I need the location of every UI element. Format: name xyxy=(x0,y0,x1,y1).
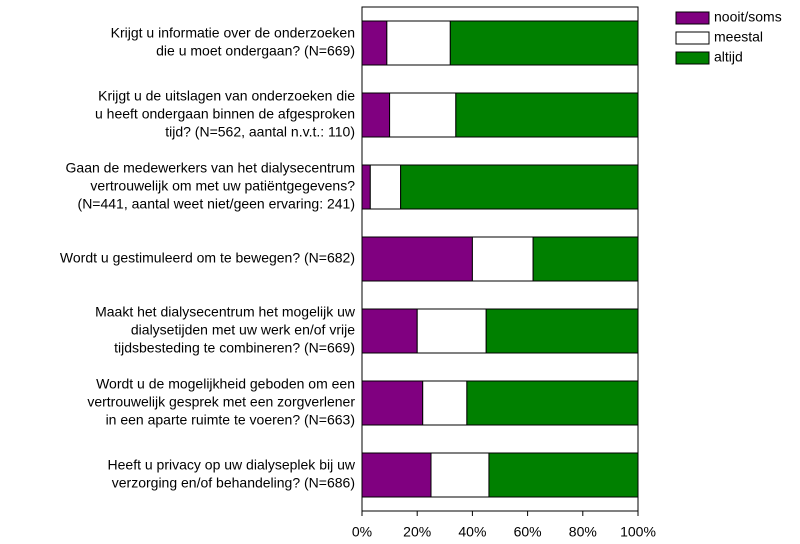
legend-swatch xyxy=(675,51,710,65)
category-label: in een aparte ruimte te voeren? (N=663) xyxy=(106,412,355,428)
plot-frame xyxy=(361,6,639,512)
bar-segment xyxy=(449,20,639,66)
bar-segment xyxy=(466,380,639,426)
category-label: Wordt u de mogelijkheid geboden om een xyxy=(96,376,355,392)
category-label: verzorging en/of behandeling? (N=686) xyxy=(112,475,355,491)
bar-segment xyxy=(361,452,432,498)
bar-segment xyxy=(416,308,487,354)
x-tick-label: 100% xyxy=(620,524,656,540)
bar-segment xyxy=(455,92,639,138)
legend-swatch xyxy=(675,31,710,45)
bar-segment xyxy=(369,164,402,210)
x-tick-label: 80% xyxy=(569,524,597,540)
bar-segment xyxy=(422,380,468,426)
legend-label: meestal xyxy=(714,29,763,45)
category-label: dialysetijden met uw werk en/of vrije xyxy=(131,322,355,338)
category-label: (N=441, aantal weet niet/geen ervaring: … xyxy=(78,196,355,212)
bar-segment xyxy=(532,236,639,282)
bar-segment xyxy=(471,236,534,282)
x-tick-label: 0% xyxy=(352,524,372,540)
bar-segment xyxy=(386,20,451,66)
legend-label: altijd xyxy=(714,49,743,65)
category-label: Krijgt u de uitslagen van onderzoeken di… xyxy=(98,88,355,104)
category-label: tijd? (N=562, aantal n.v.t.: 110) xyxy=(165,124,355,140)
legend-label: nooit/soms xyxy=(714,9,782,25)
bar-segment xyxy=(361,236,473,282)
bar-segment xyxy=(488,452,639,498)
bar-segment xyxy=(361,308,418,354)
x-tick-label: 40% xyxy=(458,524,486,540)
category-label: tijdsbesteding te combineren? (N=669) xyxy=(114,340,355,356)
category-label: vertrouwelijk gesprek met een zorgverlen… xyxy=(87,394,355,410)
bar-segment xyxy=(430,452,490,498)
bar-segment xyxy=(361,20,388,66)
category-label: vertrouwelijk om met uw patiëntgegevens? xyxy=(90,178,355,194)
x-tick-label: 60% xyxy=(514,524,542,540)
category-label: die u moet ondergaan? (N=669) xyxy=(156,43,355,59)
category-label: Heeft u privacy op uw dialyseplek bij uw xyxy=(108,457,356,473)
bar-segment xyxy=(485,308,639,354)
legend-swatch xyxy=(675,11,710,25)
bar-segment xyxy=(361,92,391,138)
bar-segment xyxy=(389,92,457,138)
bar-segment xyxy=(361,380,424,426)
bar-segment xyxy=(361,164,371,210)
category-label: Gaan de medewerkers van het dialysecentr… xyxy=(66,160,355,176)
category-label: Wordt u gestimuleerd om te bewegen? (N=6… xyxy=(60,250,355,266)
bar-segment xyxy=(400,164,639,210)
category-label: Maakt het dialysecentrum het mogelijk uw xyxy=(95,304,356,320)
category-label: u heeft ondergaan binnen de afgesproken xyxy=(95,106,355,122)
category-label: Krijgt u informatie over de onderzoeken xyxy=(111,25,355,41)
x-tick-label: 20% xyxy=(403,524,431,540)
